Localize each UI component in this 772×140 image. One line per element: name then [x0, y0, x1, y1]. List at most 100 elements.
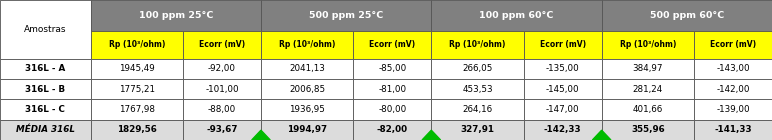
Text: -142,33: -142,33	[543, 125, 581, 134]
Bar	[0, 120, 90, 140]
Bar	[523, 31, 601, 59]
Text: 266,05: 266,05	[462, 64, 493, 74]
Text: Ecorr (mV): Ecorr (mV)	[710, 40, 756, 49]
Text: 264,16: 264,16	[462, 105, 493, 114]
Bar	[354, 120, 432, 140]
Bar	[261, 59, 354, 79]
Bar	[0, 99, 90, 120]
Bar	[601, 79, 694, 99]
Text: 1775,21: 1775,21	[119, 85, 154, 94]
Bar	[183, 120, 261, 140]
Bar	[601, 59, 694, 79]
Text: 100 ppm 60°C: 100 ppm 60°C	[479, 11, 554, 20]
Text: -80,00: -80,00	[378, 105, 406, 114]
Bar	[261, 120, 354, 140]
Bar	[261, 99, 354, 120]
Bar	[90, 79, 183, 99]
Polygon shape	[252, 130, 270, 140]
Text: 384,97: 384,97	[632, 64, 663, 74]
Text: -142,00: -142,00	[716, 85, 750, 94]
Bar	[432, 59, 523, 79]
Text: 453,53: 453,53	[462, 85, 493, 94]
Bar	[90, 120, 183, 140]
Bar	[523, 120, 601, 140]
Text: 500 ppm 25°C: 500 ppm 25°C	[309, 11, 383, 20]
Bar	[432, 120, 523, 140]
Text: -92,00: -92,00	[208, 64, 236, 74]
Text: -139,00: -139,00	[716, 105, 750, 114]
Text: 316L - A: 316L - A	[25, 64, 66, 74]
Bar	[694, 79, 772, 99]
Text: 316L - C: 316L - C	[25, 105, 66, 114]
Text: MÉDIA 316L: MÉDIA 316L	[15, 125, 75, 134]
Text: -88,00: -88,00	[208, 105, 236, 114]
Text: 1936,95: 1936,95	[290, 105, 325, 114]
Bar	[90, 99, 183, 120]
Bar	[0, 79, 90, 99]
Text: -93,67: -93,67	[206, 125, 238, 134]
Bar	[523, 79, 601, 99]
Text: 100 ppm 25°C: 100 ppm 25°C	[139, 11, 213, 20]
Bar	[354, 99, 432, 120]
Bar	[432, 99, 523, 120]
Text: 1994,97: 1994,97	[287, 125, 327, 134]
Bar	[432, 79, 523, 99]
Bar	[523, 59, 601, 79]
Bar	[354, 79, 432, 99]
Bar	[90, 31, 183, 59]
Bar	[261, 0, 432, 31]
Text: -147,00: -147,00	[546, 105, 580, 114]
Bar	[432, 0, 601, 31]
Text: -81,00: -81,00	[378, 85, 406, 94]
Text: 281,24: 281,24	[633, 85, 663, 94]
Bar	[261, 79, 354, 99]
Bar	[432, 31, 523, 59]
Text: Ecorr (mV): Ecorr (mV)	[540, 40, 586, 49]
Bar	[354, 31, 432, 59]
Text: 2006,85: 2006,85	[289, 85, 325, 94]
Polygon shape	[592, 130, 611, 140]
Text: 1829,56: 1829,56	[117, 125, 157, 134]
Bar	[601, 0, 772, 31]
Text: Rp (10³/ohm): Rp (10³/ohm)	[449, 40, 506, 49]
Bar	[694, 31, 772, 59]
Bar	[354, 59, 432, 79]
Bar	[183, 31, 261, 59]
Text: -143,00: -143,00	[716, 64, 750, 74]
Text: 2041,13: 2041,13	[290, 64, 325, 74]
Polygon shape	[422, 130, 441, 140]
Text: Rp (10³/ohm): Rp (10³/ohm)	[279, 40, 335, 49]
Bar	[183, 79, 261, 99]
Bar	[183, 99, 261, 120]
Text: Rp (10³/ohm): Rp (10³/ohm)	[109, 40, 165, 49]
Bar	[694, 120, 772, 140]
Text: -141,33: -141,33	[714, 125, 752, 134]
Bar	[601, 99, 694, 120]
Bar	[601, 31, 694, 59]
Bar	[183, 59, 261, 79]
Bar	[694, 59, 772, 79]
Bar	[694, 99, 772, 120]
Bar	[523, 99, 601, 120]
Text: Rp (10³/ohm): Rp (10³/ohm)	[620, 40, 676, 49]
Text: -135,00: -135,00	[546, 64, 580, 74]
Text: 316L - B: 316L - B	[25, 85, 66, 94]
Text: 1945,49: 1945,49	[119, 64, 154, 74]
Text: 327,91: 327,91	[460, 125, 494, 134]
Bar	[261, 31, 354, 59]
Bar	[90, 0, 261, 31]
Text: -145,00: -145,00	[546, 85, 580, 94]
Text: Ecorr (mV): Ecorr (mV)	[369, 40, 415, 49]
Text: -85,00: -85,00	[378, 64, 406, 74]
Text: 401,66: 401,66	[633, 105, 663, 114]
Text: 355,96: 355,96	[631, 125, 665, 134]
Bar	[0, 59, 90, 79]
Text: Ecorr (mV): Ecorr (mV)	[199, 40, 245, 49]
Text: 500 ppm 60°C: 500 ppm 60°C	[650, 11, 724, 20]
Bar	[601, 120, 694, 140]
Text: Amostras: Amostras	[24, 25, 66, 34]
Text: -101,00: -101,00	[205, 85, 239, 94]
Text: 1767,98: 1767,98	[119, 105, 154, 114]
Bar	[0, 0, 90, 59]
Bar	[90, 59, 183, 79]
